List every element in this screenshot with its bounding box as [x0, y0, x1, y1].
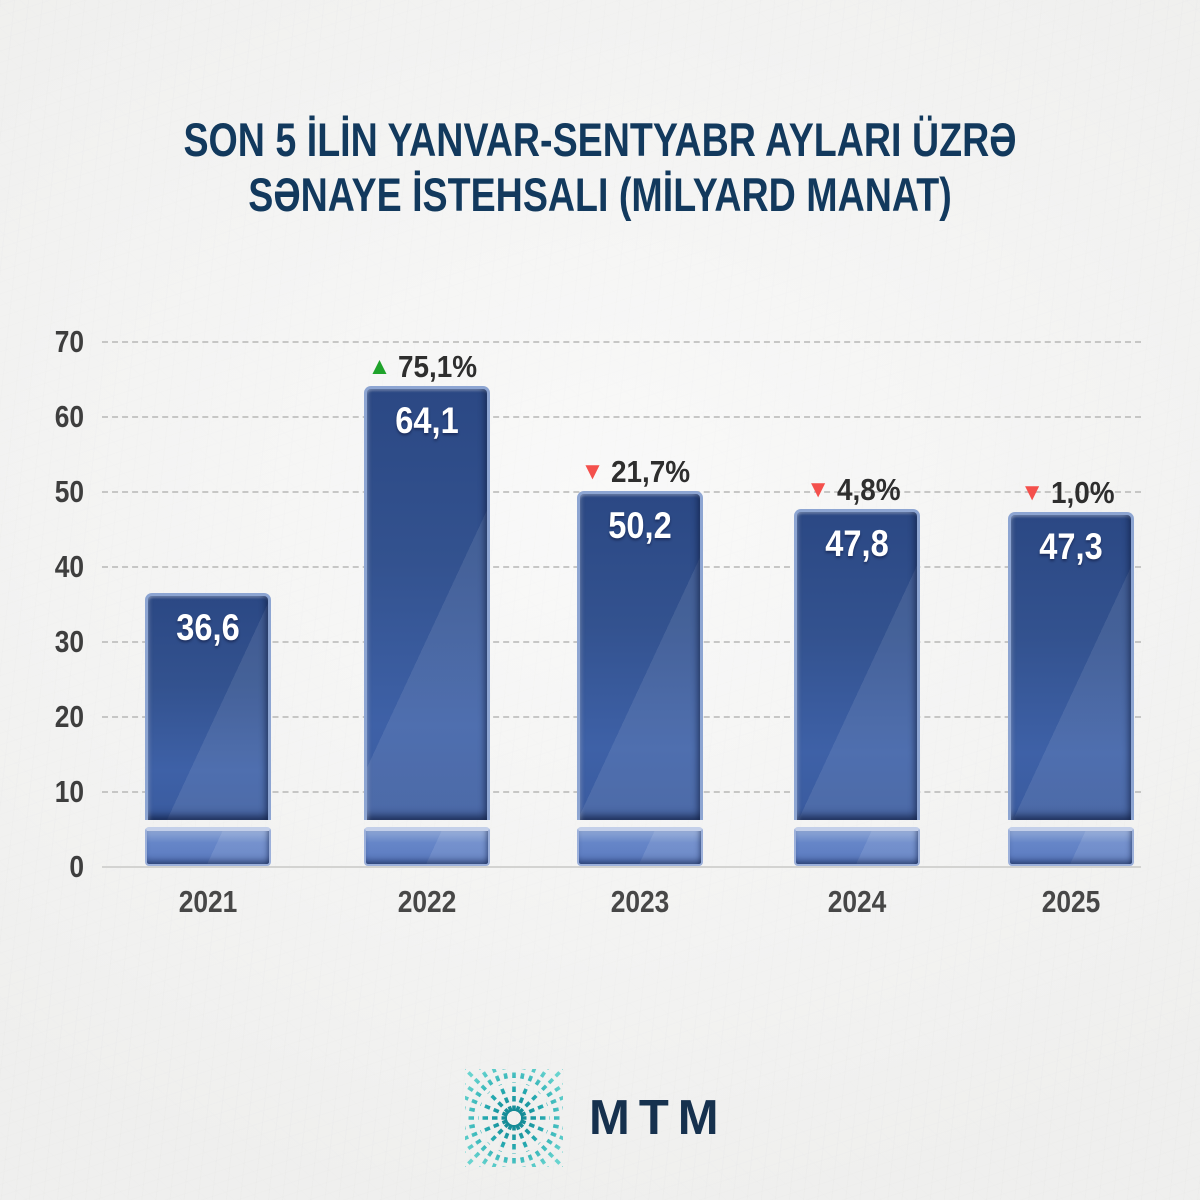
- x-axis-label-2022: 2022: [397, 884, 457, 919]
- bar-2025: 47,3: [1008, 512, 1134, 820]
- bar-value-2021: 36,6: [176, 606, 240, 648]
- change-badge-2023: ▼ 21,7%: [530, 453, 750, 491]
- logo-text: MTM: [589, 1090, 728, 1145]
- bar-2022: 64,1: [364, 386, 490, 820]
- change-percent-2025: 1,0%: [1051, 475, 1115, 511]
- x-axis-label-2025: 2025: [1041, 884, 1101, 919]
- gridline-0: [102, 866, 1141, 868]
- y-axis-label-50: 50: [54, 474, 84, 509]
- gridline-70: [102, 341, 1141, 343]
- bar-base-2024: [794, 827, 920, 866]
- x-axis-label-2023: 2023: [610, 884, 670, 919]
- bar-base-2023: [577, 827, 703, 866]
- change-percent-2023: 21,7%: [611, 453, 691, 489]
- y-axis-label-70: 70: [54, 324, 84, 359]
- gridline-60: [102, 416, 1141, 418]
- bar-value-2022: 64,1: [395, 400, 459, 442]
- x-axis-label-2021: 2021: [178, 884, 238, 919]
- down-triangle-icon: ▼: [580, 457, 605, 485]
- y-axis-label-40: 40: [54, 549, 84, 584]
- y-axis-label-20: 20: [54, 699, 84, 734]
- bar-base-2025: [1008, 827, 1134, 866]
- change-percent-2022: 75,1%: [398, 349, 478, 385]
- bar-value-2023: 50,2: [608, 504, 672, 546]
- y-axis-label-10: 10: [54, 774, 84, 809]
- bar-base-2022: [364, 827, 490, 866]
- bar-2024: 47,8: [794, 508, 920, 820]
- bar-value-2025: 47,3: [1039, 526, 1103, 568]
- bar-value-2024: 47,8: [825, 522, 889, 564]
- change-percent-2024: 4,8%: [837, 471, 901, 507]
- mtm-starburst-icon: [465, 1069, 563, 1167]
- x-axis-label-2024: 2024: [827, 884, 887, 919]
- change-badge-2024: ▼ 4,8%: [747, 471, 967, 509]
- bar-2023: 50,2: [577, 490, 703, 820]
- down-triangle-icon: ▼: [1020, 479, 1045, 507]
- bar-2021: 36,6: [145, 592, 271, 820]
- logo: MTM: [463, 1068, 728, 1168]
- bar-base-2021: [145, 827, 271, 866]
- y-axis-label-0: 0: [69, 849, 84, 884]
- up-triangle-icon: ▲: [367, 353, 392, 381]
- down-triangle-icon: ▼: [806, 475, 831, 503]
- change-badge-2022: ▲ 75,1%: [317, 348, 537, 386]
- y-axis-label-60: 60: [54, 399, 84, 434]
- change-badge-2025: ▼ 1,0%: [961, 474, 1181, 512]
- y-axis-label-30: 30: [54, 624, 84, 659]
